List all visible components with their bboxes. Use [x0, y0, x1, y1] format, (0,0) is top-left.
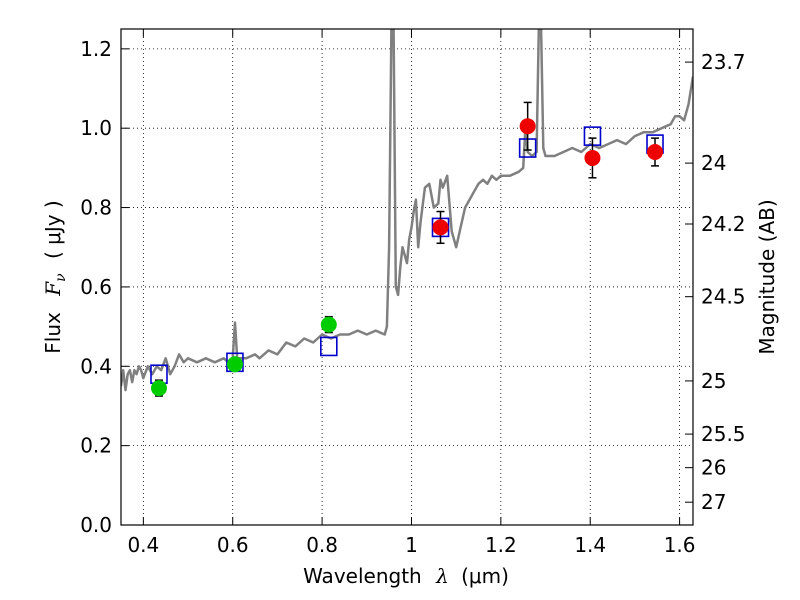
x-tick-label: 1.4 [574, 533, 606, 557]
magnitude-tick-label: 24 [701, 151, 726, 175]
data-point [226, 356, 243, 373]
plot-frame [120, 28, 694, 526]
data-point [432, 219, 449, 236]
x-axis-title: Wavelength λ (μm) [303, 564, 509, 588]
magnitude-tick-label: 25 [701, 369, 726, 393]
y-axis-title: Flux Fν ( μJy ) [41, 200, 70, 353]
data-point [150, 380, 167, 397]
data-point [647, 144, 664, 161]
x-tick-label: 0.6 [217, 533, 249, 557]
magnitude-tick-label: 26 [701, 456, 726, 480]
data-point [584, 149, 601, 166]
y-tick-label: 0.6 [80, 275, 112, 299]
magnitude-tick-label: 25.5 [701, 422, 746, 446]
tick-marks [121, 29, 693, 526]
y-tick-label: 0.2 [80, 434, 112, 458]
x-tick-label: 1 [405, 533, 418, 557]
y-tick-label: 1.2 [80, 37, 112, 61]
spectrum-line [121, 29, 693, 392]
y-tick-label: 1.0 [80, 116, 112, 140]
y-tick-label: 0.4 [80, 354, 112, 378]
magnitude-tick-label: 27 [701, 490, 726, 514]
magnitude-axis-title: Magnitude (AB) [755, 199, 779, 354]
model-square-marker [319, 336, 338, 357]
x-tick-label: 0.4 [127, 533, 159, 557]
data-point [320, 316, 337, 333]
y-tick-label: 0.8 [80, 196, 112, 220]
data-layer [121, 29, 693, 397]
x-tick-label: 0.8 [306, 533, 338, 557]
y-tick-label: 0.0 [80, 513, 112, 537]
tick-labels: 0.4 0.6 0.8 1 1.2 1.4 1.6 0.0 0.2 0.4 0.6 0.8 1.0 1.2… [80, 37, 745, 557]
x-tick-label: 1.2 [485, 533, 517, 557]
data-point [519, 118, 536, 135]
x-tick-label: 1.6 [664, 533, 696, 557]
magnitude-tick-label: 24.2 [701, 212, 746, 236]
magnitude-tick-label: 23.7 [701, 50, 746, 74]
magnitude-tick-label: 24.5 [701, 285, 746, 309]
